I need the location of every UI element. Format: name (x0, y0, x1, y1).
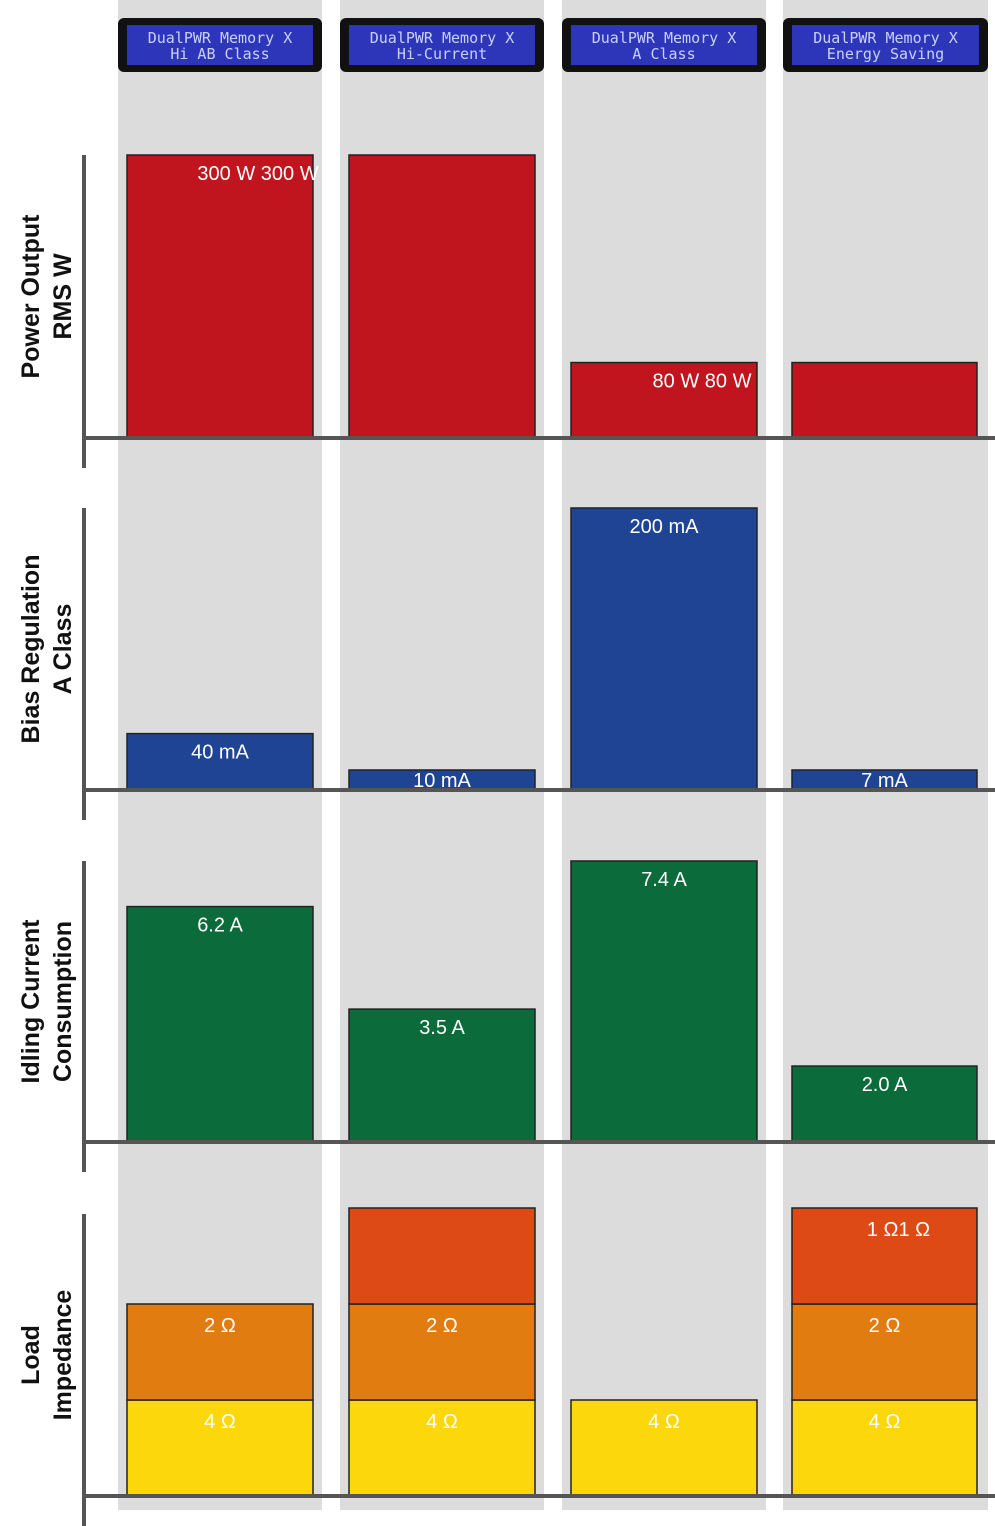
bar (570, 507, 758, 791)
impedance-label: 1 Ω1 Ω (867, 1219, 930, 1241)
panel-title: Load Impedance (17, 1290, 77, 1421)
impedance-label: 4 Ω (869, 1411, 901, 1433)
bar-value-label: 40 mA (191, 742, 249, 764)
panel-title: Bias Regulation A Class (17, 555, 77, 744)
impedance-segment (126, 1303, 314, 1401)
impedance-label: 2 Ω (426, 1315, 458, 1337)
lcd-screen (792, 25, 979, 65)
bar-value-label: 7 mA (861, 770, 908, 792)
panel-2: 40 mA 10 mA 200 mA 7 mA Bias Regulation A Cla… (17, 507, 995, 820)
impedance-label: 2 Ω (204, 1315, 236, 1337)
panel-title-line-1: Idling Current (17, 919, 45, 1084)
bar-value-label: 10 mA (413, 770, 471, 792)
impedance-segment (348, 1303, 536, 1401)
panel-3: 6.2 A 3.5 A 7.4 A 2.0 A Idling Current Consum… (17, 860, 995, 1172)
lcd-line-1: DualPWR Memory X (370, 29, 515, 47)
bar-value-label: 7.4 A (641, 869, 687, 891)
lcd-line-2: A Class (632, 45, 695, 63)
lcd-screen (571, 25, 757, 65)
panel-title-line-1: Load (17, 1325, 45, 1385)
bar-value-label: 80 W 80 W (653, 371, 752, 393)
lcd-header-1: DualPWR Memory XHi AB Class (118, 18, 322, 72)
bar (791, 361, 978, 439)
lcd-header-3: DualPWR Memory XA Class (562, 18, 766, 72)
impedance-label: 4 Ω (204, 1411, 236, 1433)
panel-title-line-2: Consumption (49, 921, 77, 1082)
bar (126, 905, 314, 1143)
bar (126, 154, 314, 439)
bar (570, 361, 758, 439)
bar (791, 1065, 978, 1143)
bar (570, 860, 758, 1143)
bar-value-label: 3.5 A (419, 1017, 465, 1039)
lcd-line-2: Energy Saving (827, 45, 944, 63)
bar-value-label: 300 W 300 W (197, 163, 318, 185)
panel-title-line-2: A Class (49, 604, 77, 695)
panel-1: 300 W 300 W 80 W 80 W Power Output RMS W (17, 154, 995, 468)
lcd-line-2: Hi-Current (397, 45, 487, 63)
bar (348, 1008, 536, 1143)
lcd-screen (127, 25, 313, 65)
panel-title: Idling Current Consumption (17, 919, 77, 1084)
impedance-segment (791, 1399, 978, 1497)
lcd-line-1: DualPWR Memory X (592, 29, 737, 47)
impedance-label: 2 Ω (869, 1315, 901, 1337)
panel-title-line-2: RMS W (49, 253, 77, 340)
bar-value-label: 2.0 A (862, 1074, 908, 1096)
impedance-label: 4 Ω (426, 1411, 458, 1433)
panel-title-line-1: Bias Regulation (17, 555, 45, 744)
bar (348, 154, 536, 439)
lcd-line-1: DualPWR Memory X (813, 29, 958, 47)
impedance-segment (348, 1207, 536, 1305)
panel-title-line-2: Impedance (49, 1290, 77, 1421)
impedance-label: 4 Ω (648, 1411, 680, 1433)
lcd-header-2: DualPWR Memory XHi-Current (340, 18, 544, 72)
bar-value-label: 6.2 A (197, 915, 243, 937)
lcd-screen (349, 25, 535, 65)
bar-value-label: 200 mA (630, 516, 700, 538)
impedance-segment (570, 1399, 758, 1497)
lcd-line-2: Hi AB Class (170, 45, 269, 63)
impedance-segment (791, 1207, 978, 1305)
impedance-segment (791, 1303, 978, 1401)
panel-title: Power Output RMS W (17, 214, 77, 379)
panel-4: 4 Ω 2 Ω 4 Ω 2 Ω 4 Ω 4 Ω 2 Ω 1 Ω1 Ω Load Impedance (17, 1207, 995, 1526)
lcd-line-1: DualPWR Memory X (148, 29, 293, 47)
panel-title-line-1: Power Output (17, 214, 45, 379)
